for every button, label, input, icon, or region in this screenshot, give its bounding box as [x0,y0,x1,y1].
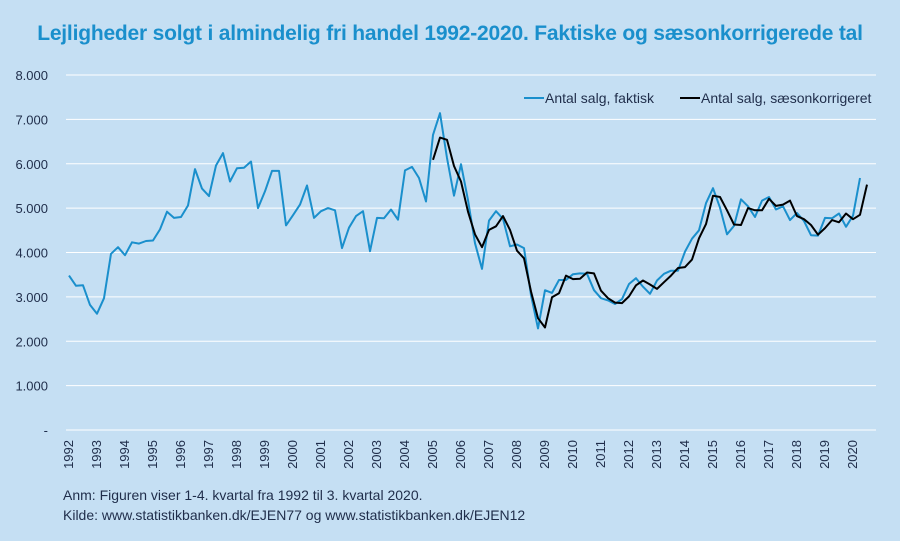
x-tick-label: 2012 [621,440,636,469]
x-tick-label: 2020 [845,440,860,469]
x-tick-label: 2004 [397,440,412,469]
x-tick-label: 2007 [481,440,496,469]
x-tick-label: 2009 [537,440,552,469]
x-tick-label: 1994 [117,440,132,469]
x-tick-label: 1997 [201,440,216,469]
x-tick-label: 2008 [509,440,524,469]
x-tick-label: 2019 [817,440,832,469]
y-tick-label: 2.000 [15,334,48,349]
y-tick-label: 1.000 [15,379,48,394]
x-tick-label: 2015 [705,440,720,469]
x-tick-label: 1998 [229,440,244,469]
y-tick-label: 6.000 [15,157,48,172]
x-tick-label: 2002 [341,440,356,469]
x-tick-label: 1995 [145,440,160,469]
chart-source: Kilde: www.statistikbanken.dk/EJEN77 og … [63,507,526,523]
x-tick-label: 2001 [313,440,328,469]
y-tick-label: - [44,423,48,438]
x-tick-label: 1999 [257,440,272,469]
x-tick-label: 2006 [453,440,468,469]
series-line-faktisk [68,112,861,330]
x-tick-label: 2016 [733,440,748,469]
x-tick-label: 2013 [649,440,664,469]
series-line-saeson [432,136,868,329]
y-tick-label: 8.000 [15,68,48,83]
x-tick-label: 2005 [425,440,440,469]
x-tick-label: 2018 [789,440,804,469]
y-tick-label: 7.000 [15,112,48,127]
x-tick-label: 2000 [285,440,300,469]
x-tick-label: 2011 [593,440,608,468]
x-tick-label: 2014 [677,440,692,469]
y-tick-label: 5.000 [15,201,48,216]
x-tick-label: 2017 [761,440,776,469]
legend-label-faktisk: Antal salg, faktisk [545,90,655,106]
x-tick-label: 2003 [369,440,384,469]
y-tick-label: 3.000 [15,290,48,305]
chart-note: Anm: Figuren viser 1-4. kvartal fra 1992… [63,487,423,503]
x-tick-label: 1996 [173,440,188,469]
x-tick-label: 2010 [565,440,580,469]
legend-label-saeson: Antal salg, sæsonkorrigeret [701,90,872,106]
chart-title: Lejligheder solgt i almindelig fri hande… [37,22,863,45]
y-tick-label: 4.000 [15,246,48,261]
x-tick-label: 1993 [89,440,104,469]
x-tick-label: 1992 [61,440,76,469]
